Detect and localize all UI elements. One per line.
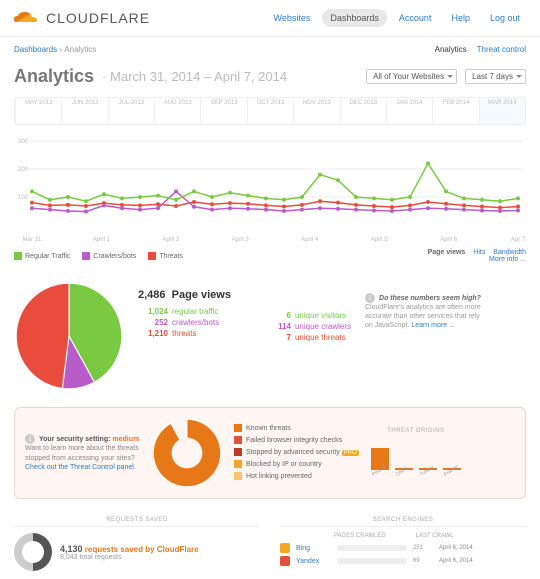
se-icon — [280, 556, 290, 566]
timeline-nav[interactable]: MAY 2013JUN 2013JUL 2013AUG 2013SEP 2013… — [14, 97, 526, 125]
crumb-page: Analytics — [64, 45, 96, 54]
logo[interactable]: CLOUDFLARE — [12, 8, 150, 28]
svg-text:April 4: April 4 — [301, 237, 319, 243]
stat-row: 1,210threats — [138, 329, 231, 338]
timeline-month[interactable]: JUN 2013 — [61, 98, 107, 124]
timeline-month[interactable]: NOV 2013 — [293, 98, 339, 124]
threat-pie — [152, 418, 222, 488]
svg-text:April 5: April 5 — [371, 237, 389, 243]
threat-control-link[interactable]: Check out the Threat Control panel. — [25, 464, 136, 471]
threat-legend-row: Blocked by IP or country — [234, 459, 359, 471]
stats-row: 2,486 Page views 1,024regular traffic252… — [0, 271, 540, 401]
link-bandwidth[interactable]: Bandwidth — [493, 249, 526, 256]
header: CLOUDFLARE Websites Dashboards Account H… — [0, 0, 540, 37]
info-icon: i — [25, 434, 35, 444]
nav-websites[interactable]: Websites — [266, 9, 319, 27]
breadcrumb: Dashboards › Analytics AnalyticsThreat c… — [0, 37, 540, 62]
svg-text:Mar 31: Mar 31 — [23, 237, 42, 243]
page-title: Analytics — [14, 66, 94, 87]
se-name[interactable]: Bing — [296, 545, 331, 552]
svg-text:300: 300 — [18, 139, 29, 145]
top-nav: Websites Dashboards Account Help Log out — [266, 9, 528, 27]
title-row: Analytics · March 31, 2014 – April 7, 20… — [0, 62, 540, 97]
swatch-regular — [14, 252, 22, 260]
svg-text:April 2: April 2 — [162, 237, 180, 243]
threat-legend: Known threatsFailed browser integrity ch… — [234, 423, 359, 482]
svg-text:April 6: April 6 — [440, 237, 458, 243]
site-select[interactable]: All of Your Websites — [366, 69, 457, 84]
threat-legend-row: Failed browser integrity checks — [234, 435, 359, 447]
date-range: March 31, 2014 – April 7, 2014 — [110, 69, 287, 84]
stat-row: 1,024regular traffic — [138, 307, 231, 316]
timeline-month[interactable]: JAN 2014 — [386, 98, 432, 124]
stat-row: 6unique visitors — [261, 311, 351, 320]
nav-dashboards[interactable]: Dashboards — [322, 9, 387, 27]
svg-text:Apr 7: Apr 7 — [511, 237, 526, 243]
timeline-month[interactable]: MAY 2013 — [15, 98, 61, 124]
link-more-info[interactable]: More info ... — [489, 256, 526, 263]
nav-help[interactable]: Help — [443, 9, 478, 27]
bottom-row: REQUESTS SAVED 4,130 requests saved by C… — [0, 509, 540, 579]
svg-text:100: 100 — [18, 195, 29, 201]
search-engine-row: Yandex69April 6, 2014 — [280, 556, 526, 566]
threat-legend-row: Stopped by advanced securityPRO — [234, 447, 359, 459]
timeline-month[interactable]: FEB 2014 — [432, 98, 478, 124]
timeline-month[interactable]: SEP 2013 — [200, 98, 246, 124]
security-panel: iYour security setting: medium Want to l… — [14, 407, 526, 499]
tab-analytics[interactable]: Analytics — [435, 45, 467, 54]
brand-text: CLOUDFLARE — [46, 10, 150, 26]
requests-panel: REQUESTS SAVED 4,130 requests saved by C… — [14, 517, 260, 571]
svg-text:200: 200 — [18, 167, 29, 173]
nav-logout[interactable]: Log out — [482, 9, 528, 27]
stats-cols: 2,486 Page views 1,024regular traffic252… — [138, 281, 351, 344]
traffic-pie — [14, 281, 124, 391]
timeline-month[interactable]: MAR 2014 — [479, 98, 525, 124]
swatch-crawlers — [82, 252, 90, 260]
stats-note: iDo these numbers seem high? CloudFlare'… — [365, 281, 485, 330]
stat-row: 252crawlers/bots — [138, 318, 231, 327]
crumb-root[interactable]: Dashboards — [14, 45, 57, 54]
se-icon — [280, 543, 290, 553]
range-select[interactable]: Last 7 days — [465, 69, 526, 84]
svg-text:April 1: April 1 — [93, 237, 111, 243]
threat-legend-row: Known threats — [234, 423, 359, 435]
svg-text:April 3: April 3 — [232, 237, 250, 243]
chart-legend: Regular Traffic Crawlers/bots Threats Pa… — [0, 245, 540, 271]
requests-ring — [14, 533, 52, 571]
timeline-month[interactable]: OCT 2013 — [247, 98, 293, 124]
timeline-month[interactable]: JUL 2013 — [108, 98, 154, 124]
search-engines-panel: SEARCH ENGINES PAGES CRAWLEDLAST CRAWL B… — [280, 517, 526, 571]
timeline-month[interactable]: DEC 2013 — [340, 98, 386, 124]
threat-legend-row: Hot linking prevented — [234, 471, 359, 483]
line-chart: 100 200 300 Mar 31 April 1 April 2 April 3 Apri… — [14, 133, 526, 243]
security-level: medium — [112, 436, 139, 443]
threat-origins: THREAT ORIGINS PolandChinaTurkeyFrance — [371, 428, 461, 479]
note-learn-more[interactable]: Learn more ... — [411, 322, 455, 329]
tab-threat-control[interactable]: Threat control — [477, 45, 526, 54]
swatch-threats — [148, 252, 156, 260]
timeline-month[interactable]: AUG 2013 — [154, 98, 200, 124]
stat-row: 114unique crawlers — [261, 322, 351, 331]
info-icon: i — [365, 293, 375, 303]
stat-row: 7unique threats — [261, 333, 351, 342]
nav-account[interactable]: Account — [391, 9, 440, 27]
search-engine-row: Bing251April 6, 2014 — [280, 543, 526, 553]
link-hits[interactable]: Hits — [473, 249, 485, 256]
se-name[interactable]: Yandex — [296, 558, 331, 565]
